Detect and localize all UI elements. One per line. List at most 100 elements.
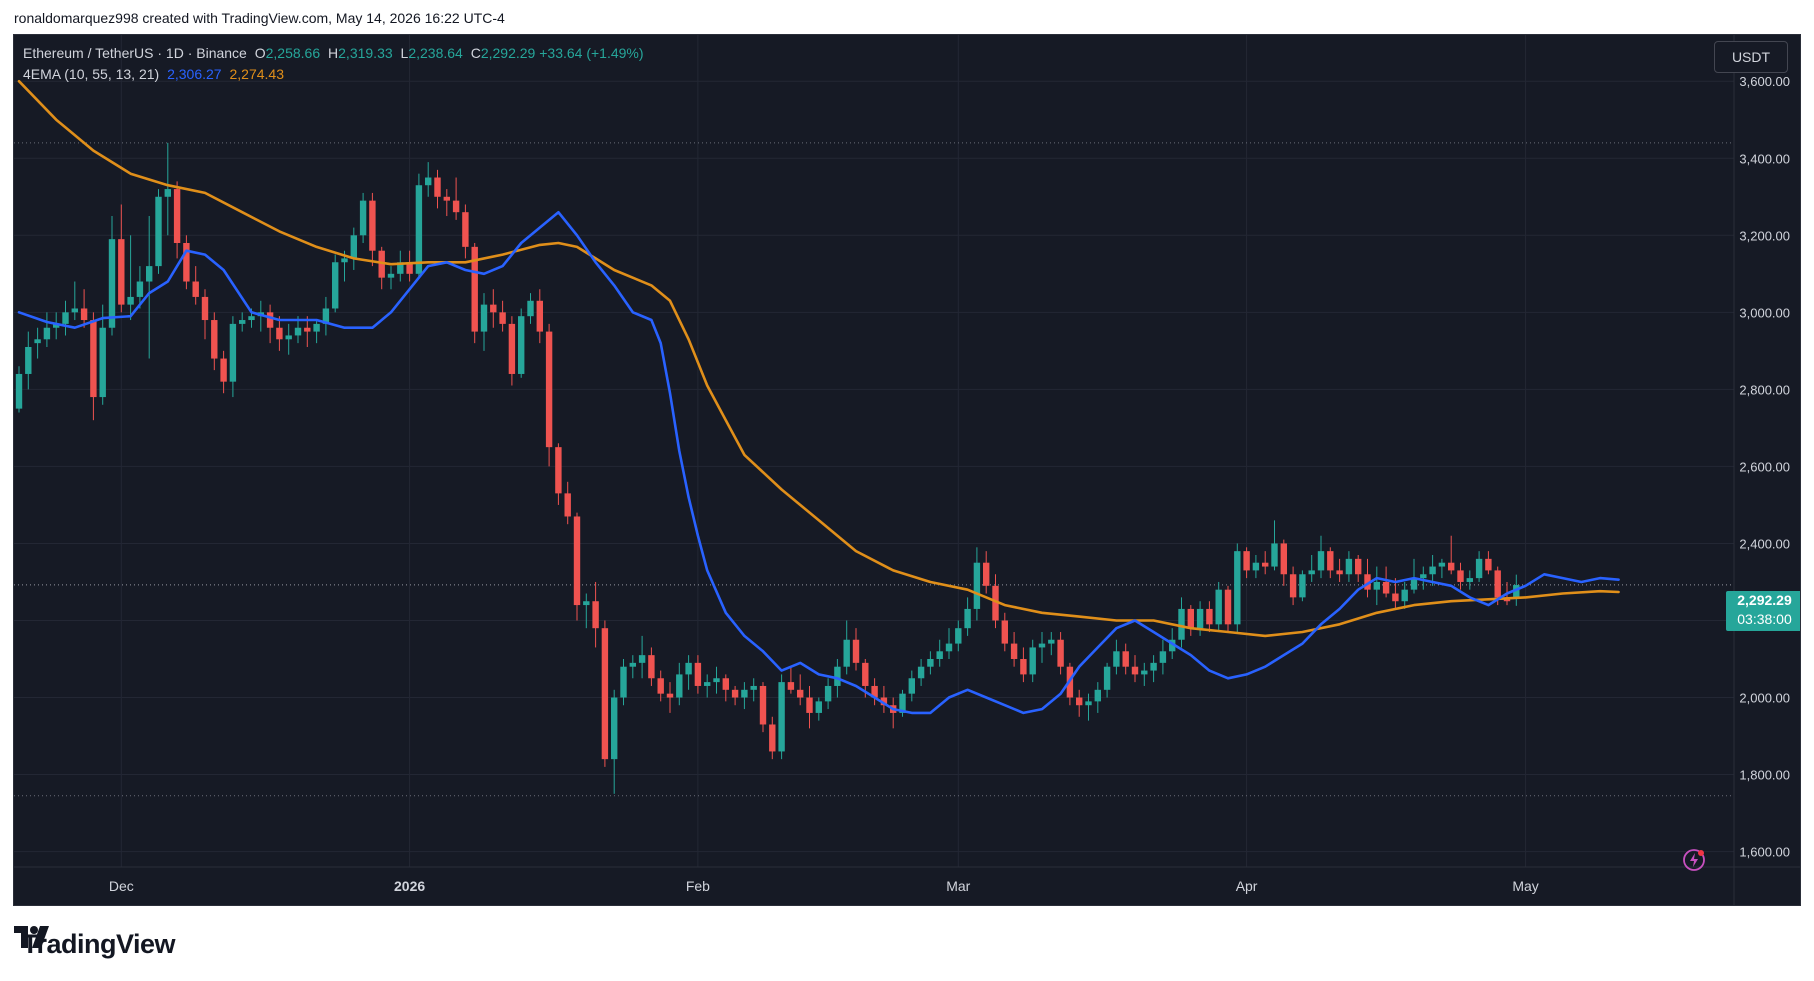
candle-down xyxy=(1057,639,1064,667)
lightning-bolt-icon[interactable] xyxy=(1681,847,1707,873)
candle-down xyxy=(266,312,274,328)
x-tick-label: Apr xyxy=(1236,878,1258,894)
candle-down xyxy=(443,196,450,201)
candle-up xyxy=(1420,574,1427,579)
candle-up xyxy=(778,682,785,752)
candle-up xyxy=(1141,670,1148,675)
candle-up xyxy=(815,701,822,713)
candle-up xyxy=(127,296,134,305)
candle-up xyxy=(1475,558,1483,579)
candle-up xyxy=(71,308,78,313)
candle-down xyxy=(1206,608,1213,625)
candle-up xyxy=(583,601,590,606)
candle-up xyxy=(294,327,302,336)
indicator-title[interactable]: 4EMA (10, 55, 13, 21) xyxy=(23,66,160,82)
candle-down xyxy=(499,312,506,324)
candle-down xyxy=(1392,593,1399,602)
y-tick-label: 2,600.00 xyxy=(1739,459,1790,474)
candle-up xyxy=(908,678,915,694)
candle-up xyxy=(313,323,320,332)
candle-down xyxy=(211,320,218,359)
candle-up xyxy=(350,235,357,259)
candle-up xyxy=(843,639,850,667)
candle-up xyxy=(1317,551,1325,571)
y-tick-label: 3,600.00 xyxy=(1739,74,1790,89)
candle-down xyxy=(1485,558,1492,571)
candle-up xyxy=(1513,585,1520,599)
currency-unit-button[interactable]: USDT xyxy=(1714,41,1788,73)
chart-credit: ronaldomarquez998 created with TradingVi… xyxy=(14,10,505,26)
candle-up xyxy=(146,266,153,282)
tradingview-logo-icon xyxy=(14,926,49,948)
candle-down xyxy=(80,308,88,321)
candle-down xyxy=(1336,570,1343,575)
candle-down xyxy=(787,682,795,690)
candle-down xyxy=(722,678,729,690)
candle-down xyxy=(276,327,283,340)
x-tick-label: Dec xyxy=(109,878,134,894)
candle-down xyxy=(1131,666,1139,675)
chart-pane[interactable]: 3,600.00 3,400.00 3,200.00 3,000.00 2,800.00… xyxy=(13,34,1801,906)
indicator-legend-row: 4EMA (10, 55, 13, 21) 2,306.27 2,274.43 xyxy=(23,64,644,85)
candle-up xyxy=(1401,589,1408,602)
candle-down xyxy=(1327,551,1334,571)
candle-down xyxy=(731,689,739,698)
candle-down xyxy=(871,685,878,698)
x-tick-label: Mar xyxy=(946,878,970,894)
candle-down xyxy=(1355,558,1362,575)
candle-up xyxy=(1215,589,1222,625)
candle-down xyxy=(1364,574,1371,590)
candle-down xyxy=(648,655,655,679)
candle-down xyxy=(183,243,190,282)
candle-up xyxy=(1103,666,1111,690)
candle-down xyxy=(564,493,571,517)
candle-up xyxy=(480,304,488,332)
ema-slow-line xyxy=(17,79,1620,638)
candle-up xyxy=(917,666,925,679)
candle-down xyxy=(601,628,609,760)
symbol-title[interactable]: Ethereum / TetherUS · 1D · Binance xyxy=(23,45,247,61)
candle-up xyxy=(1196,608,1204,629)
candle-up xyxy=(1169,639,1176,652)
candle-up xyxy=(1299,574,1306,598)
candle-down xyxy=(545,331,553,448)
candle-up xyxy=(1113,651,1120,667)
candle-down xyxy=(806,697,813,713)
candle-up xyxy=(1085,701,1092,706)
y-tick-label: 3,400.00 xyxy=(1739,151,1790,166)
candle-down xyxy=(1243,551,1250,571)
candle-up xyxy=(1159,651,1167,663)
candle-up xyxy=(359,200,367,236)
candle-up xyxy=(638,655,646,663)
candle-down xyxy=(1001,620,1008,644)
candle-up xyxy=(1373,581,1380,590)
candle-up xyxy=(1466,578,1473,582)
candle-up xyxy=(955,628,962,644)
candle-up xyxy=(824,685,832,702)
candle-down xyxy=(852,639,860,663)
y-tick-label: 2,000.00 xyxy=(1739,691,1790,706)
candle-down xyxy=(983,562,990,586)
candle-up xyxy=(15,373,23,409)
candle-up xyxy=(1048,639,1055,644)
candle-down xyxy=(452,200,460,213)
price-chart[interactable]: 3,600.00 3,400.00 3,200.00 3,000.00 2,800.00… xyxy=(14,35,1800,905)
bar-countdown: 03:38:00 xyxy=(1737,611,1792,627)
open-key: O xyxy=(254,45,266,61)
tradingview-logo[interactable]: TradingView xyxy=(14,926,176,962)
candle-up xyxy=(229,323,237,382)
candle-up xyxy=(750,685,757,690)
candle-down xyxy=(759,685,767,725)
candle-up xyxy=(1271,543,1278,567)
last-price-value: 2,292.29 xyxy=(1737,592,1792,608)
candle-up xyxy=(620,666,627,698)
candle-up xyxy=(629,662,636,667)
brand-name: TradingView xyxy=(22,928,176,959)
candle-up xyxy=(1038,643,1046,648)
candle-up xyxy=(685,662,692,675)
candle-up xyxy=(341,258,348,263)
candle-down xyxy=(1457,570,1464,582)
candle-down xyxy=(592,601,599,629)
candle-up xyxy=(1252,562,1260,571)
low-value: 2,238.64 xyxy=(408,45,463,61)
